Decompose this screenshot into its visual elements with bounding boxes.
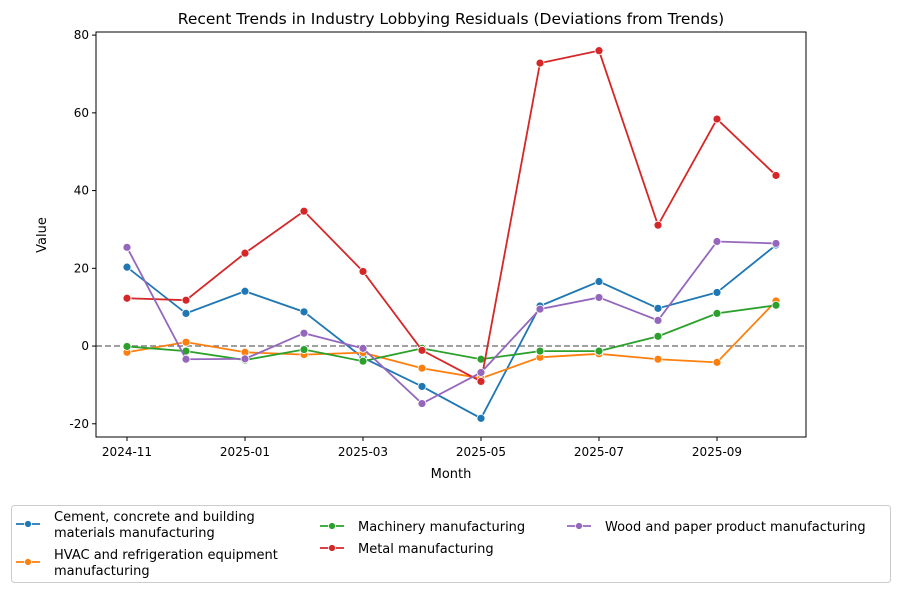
- data-point: [122, 242, 132, 252]
- data-point: [535, 346, 545, 356]
- chart-title: Recent Trends in Industry Lobbying Resid…: [178, 10, 724, 28]
- data-point: [771, 239, 781, 248]
- data-point: [476, 368, 486, 377]
- data-point: [417, 345, 427, 355]
- y-tick-label: 80: [74, 28, 89, 42]
- data-point: [240, 248, 250, 258]
- data-point: [535, 304, 545, 314]
- data-point: [181, 337, 191, 347]
- series-line-1: [126, 300, 777, 380]
- legend-label: Wood and paper product manufacturing: [605, 520, 866, 535]
- plot-area: -20 0 20 40 60 80 2024-11 2025-01 2025-03 2025-05…: [69, 28, 807, 459]
- data-point: [712, 309, 722, 318]
- data-point: [712, 357, 722, 367]
- legend-label: materials manufacturing: [54, 526, 215, 541]
- series-line-3: [126, 49, 777, 383]
- legend-label: Cement, concrete and building: [54, 510, 255, 525]
- data-point: [771, 171, 781, 180]
- data-point: [712, 237, 722, 246]
- data-point: [181, 354, 191, 364]
- data-point: [594, 293, 604, 302]
- series-line-4: [126, 240, 777, 405]
- legend-label: Machinery manufacturing: [358, 520, 525, 535]
- data-point: [299, 206, 309, 216]
- data-point: [653, 354, 663, 364]
- legend-label: Metal manufacturing: [358, 542, 494, 557]
- legend-marker-1: [24, 558, 32, 566]
- data-point: [181, 295, 191, 305]
- data-point: [653, 315, 663, 325]
- data-point: [476, 413, 486, 423]
- legend-marker-4: [575, 522, 583, 530]
- data-point: [122, 342, 132, 351]
- data-point: [417, 382, 427, 391]
- legend-marker-0: [24, 520, 32, 528]
- data-point: [240, 286, 250, 296]
- legend-label: manufacturing: [54, 564, 150, 579]
- y-tick-label: 60: [74, 106, 89, 120]
- x-axis-label: Month: [431, 467, 472, 482]
- data-point: [181, 309, 191, 318]
- data-point: [712, 114, 722, 124]
- data-point: [358, 267, 368, 276]
- data-point: [299, 307, 309, 317]
- data-point: [653, 331, 663, 341]
- legend-box: [11, 505, 891, 583]
- legend-marker-2: [328, 522, 336, 530]
- y-tick-label: 20: [74, 261, 89, 275]
- data-point: [476, 377, 486, 386]
- data-point: [417, 399, 427, 408]
- data-point: [653, 220, 663, 230]
- data-point: [653, 303, 663, 313]
- legend-label: HVAC and refrigeration equipment: [54, 548, 278, 563]
- x-tick-label: 2025-01: [220, 445, 270, 459]
- x-tick-label: 2025-05: [456, 445, 506, 459]
- data-point: [594, 277, 604, 286]
- data-point: [594, 346, 604, 356]
- data-point: [299, 328, 309, 338]
- plot-frame: [95, 31, 807, 438]
- plot-background: [96, 32, 806, 437]
- data-point: [535, 58, 545, 68]
- data-point: [299, 345, 309, 354]
- x-tick-label: 2025-09: [692, 445, 742, 459]
- data-point: [240, 354, 250, 364]
- y-axis-label: Value: [35, 217, 50, 253]
- series-line-0: [126, 244, 777, 420]
- y-tick-label: 0: [81, 339, 89, 353]
- data-point: [358, 343, 368, 353]
- y-tick-label: -20: [69, 417, 89, 431]
- y-tick-label: 40: [74, 184, 89, 198]
- x-tick-label: 2025-03: [338, 445, 388, 459]
- data-point: [417, 363, 427, 373]
- data-point: [594, 46, 604, 56]
- x-tick-label: 2025-07: [574, 445, 624, 459]
- data-point: [122, 293, 132, 303]
- data-point: [358, 356, 368, 366]
- data-point: [122, 262, 132, 272]
- legend-marker-3: [328, 544, 336, 552]
- data-point: [771, 300, 781, 310]
- x-tick-label: 2024-11: [102, 445, 152, 459]
- data-point: [712, 288, 722, 297]
